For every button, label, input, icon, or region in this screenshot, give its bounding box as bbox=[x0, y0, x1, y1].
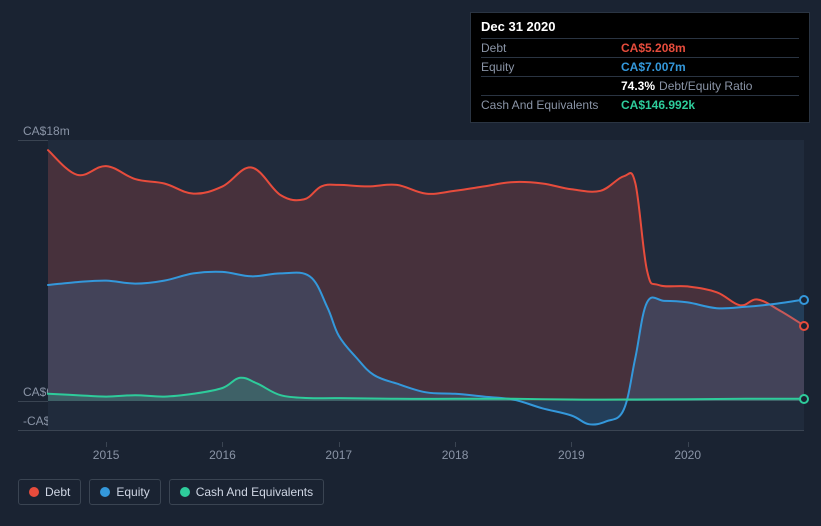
tooltip-row: EquityCA$7.007m bbox=[481, 57, 799, 76]
legend-dot-icon bbox=[180, 487, 190, 497]
tooltip-date: Dec 31 2020 bbox=[481, 19, 799, 34]
legend-dot-icon bbox=[29, 487, 39, 497]
chart-legend: Debt Equity Cash And Equivalents bbox=[18, 479, 324, 505]
tooltip-row: Cash And EquivalentsCA$146.992k bbox=[481, 95, 799, 114]
tooltip-row-extra: Debt/Equity Ratio bbox=[659, 78, 752, 95]
legend-item-debt[interactable]: Debt bbox=[18, 479, 81, 505]
series-end-marker-cash-and-equivalents bbox=[799, 394, 809, 404]
tooltip-row: DebtCA$5.208m bbox=[481, 38, 799, 57]
legend-item-cash-and-equivalents[interactable]: Cash And Equivalents bbox=[169, 479, 324, 505]
series-end-marker-debt bbox=[799, 321, 809, 331]
legend-item-equity[interactable]: Equity bbox=[89, 479, 160, 505]
legend-label: Debt bbox=[45, 485, 70, 499]
tooltip-row-label: Debt bbox=[481, 40, 621, 57]
legend-label: Cash And Equivalents bbox=[196, 485, 313, 499]
tooltip-row-label bbox=[481, 78, 621, 95]
tooltip-row: 74.3%Debt/Equity Ratio bbox=[481, 76, 799, 95]
legend-dot-icon bbox=[100, 487, 110, 497]
tooltip-row-value: CA$146.992k bbox=[621, 97, 695, 114]
tooltip-row-label: Cash And Equivalents bbox=[481, 97, 621, 114]
financial-chart: Dec 31 2020 DebtCA$5.208mEquityCA$7.007m… bbox=[0, 0, 821, 526]
chart-tooltip: Dec 31 2020 DebtCA$5.208mEquityCA$7.007m… bbox=[470, 12, 810, 123]
tooltip-row-value: 74.3% bbox=[621, 78, 655, 95]
legend-label: Equity bbox=[116, 485, 149, 499]
tooltip-row-value: CA$5.208m bbox=[621, 40, 686, 57]
tooltip-row-value: CA$7.007m bbox=[621, 59, 686, 76]
tooltip-row-label: Equity bbox=[481, 59, 621, 76]
series-end-marker-equity bbox=[799, 295, 809, 305]
